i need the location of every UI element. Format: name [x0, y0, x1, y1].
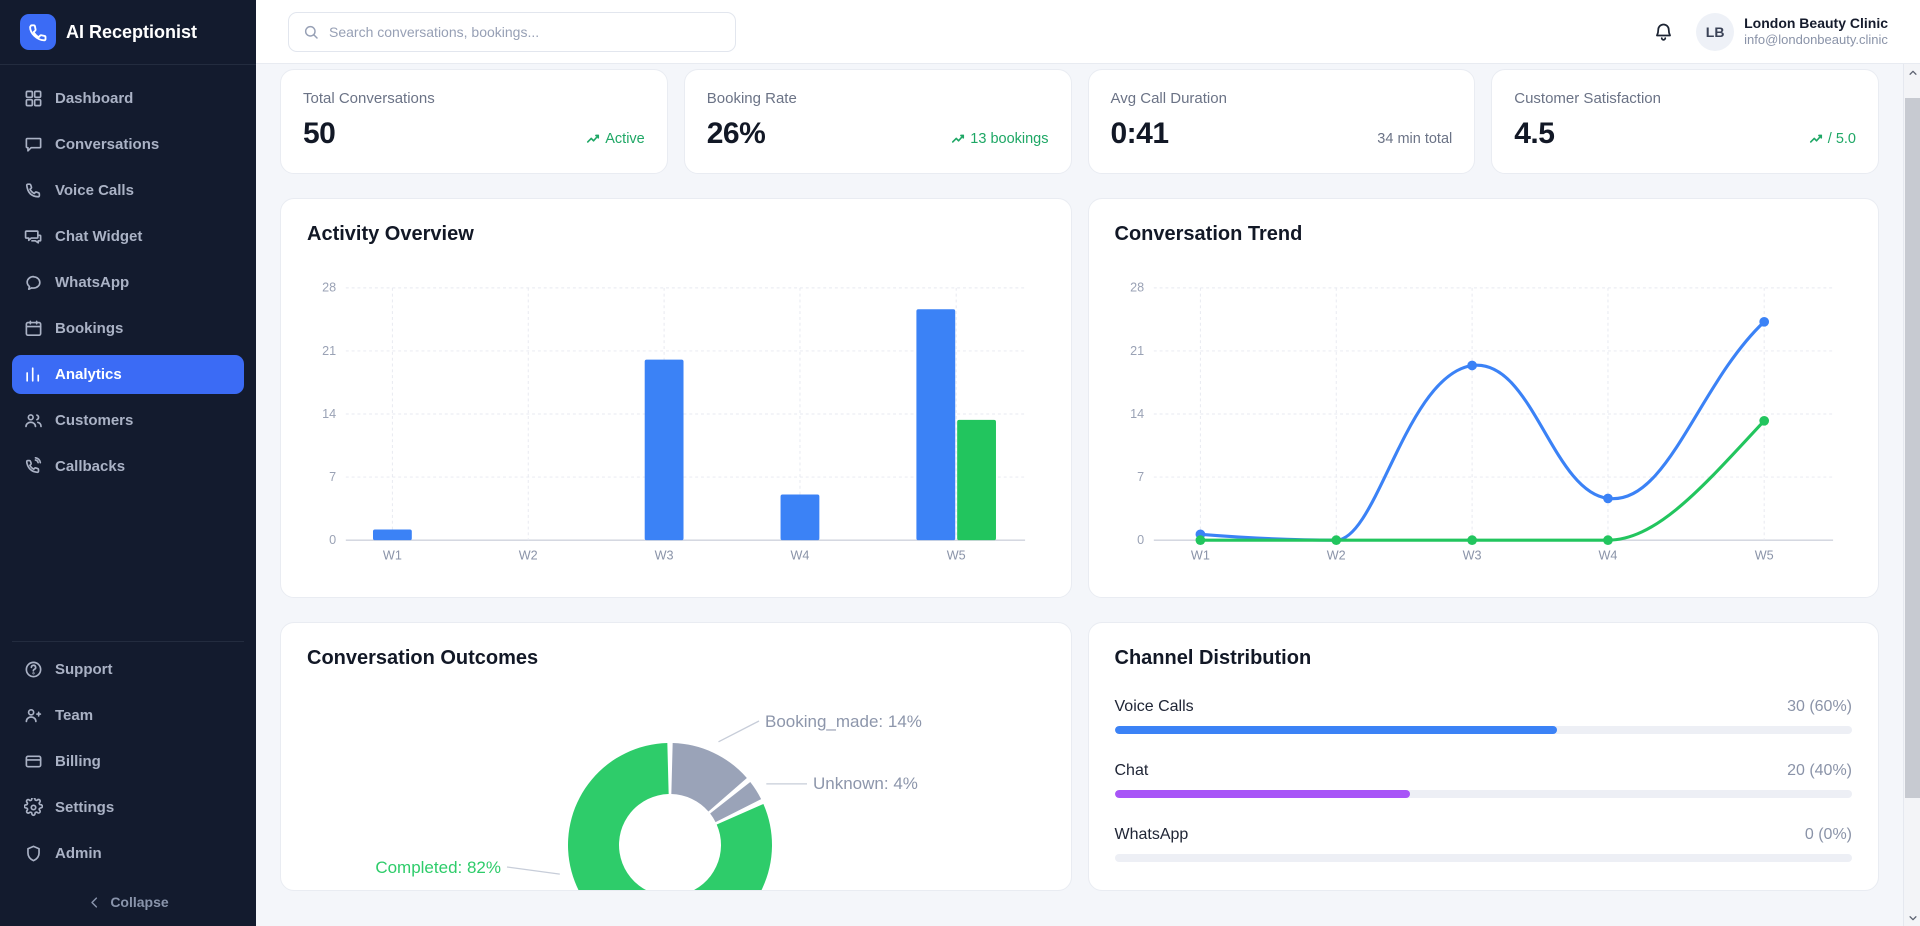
svg-text:7: 7: [329, 470, 336, 484]
svg-text:14: 14: [322, 407, 336, 421]
svg-text:W4: W4: [790, 549, 809, 563]
svg-text:W5: W5: [1754, 549, 1773, 563]
svg-text:Completed: 82%: Completed: 82%: [375, 858, 501, 877]
svg-text:21: 21: [1130, 344, 1144, 358]
svg-text:0: 0: [329, 533, 336, 547]
svg-text:28: 28: [1130, 281, 1144, 295]
svg-text:W3: W3: [655, 549, 674, 563]
svg-text:Unknown: 4%: Unknown: 4%: [813, 774, 918, 793]
svg-text:Booking_made: 14%: Booking_made: 14%: [765, 712, 922, 731]
svg-text:W1: W1: [383, 549, 402, 563]
svg-text:7: 7: [1137, 470, 1144, 484]
svg-text:W2: W2: [1326, 549, 1345, 563]
svg-text:W4: W4: [1598, 549, 1617, 563]
svg-text:0: 0: [1137, 533, 1144, 547]
svg-text:28: 28: [322, 281, 336, 295]
svg-text:W1: W1: [1190, 549, 1209, 563]
svg-text:W3: W3: [1462, 549, 1481, 563]
svg-text:21: 21: [322, 344, 336, 358]
svg-text:W2: W2: [519, 549, 538, 563]
svg-text:W5: W5: [947, 549, 966, 563]
svg-text:14: 14: [1130, 407, 1144, 421]
